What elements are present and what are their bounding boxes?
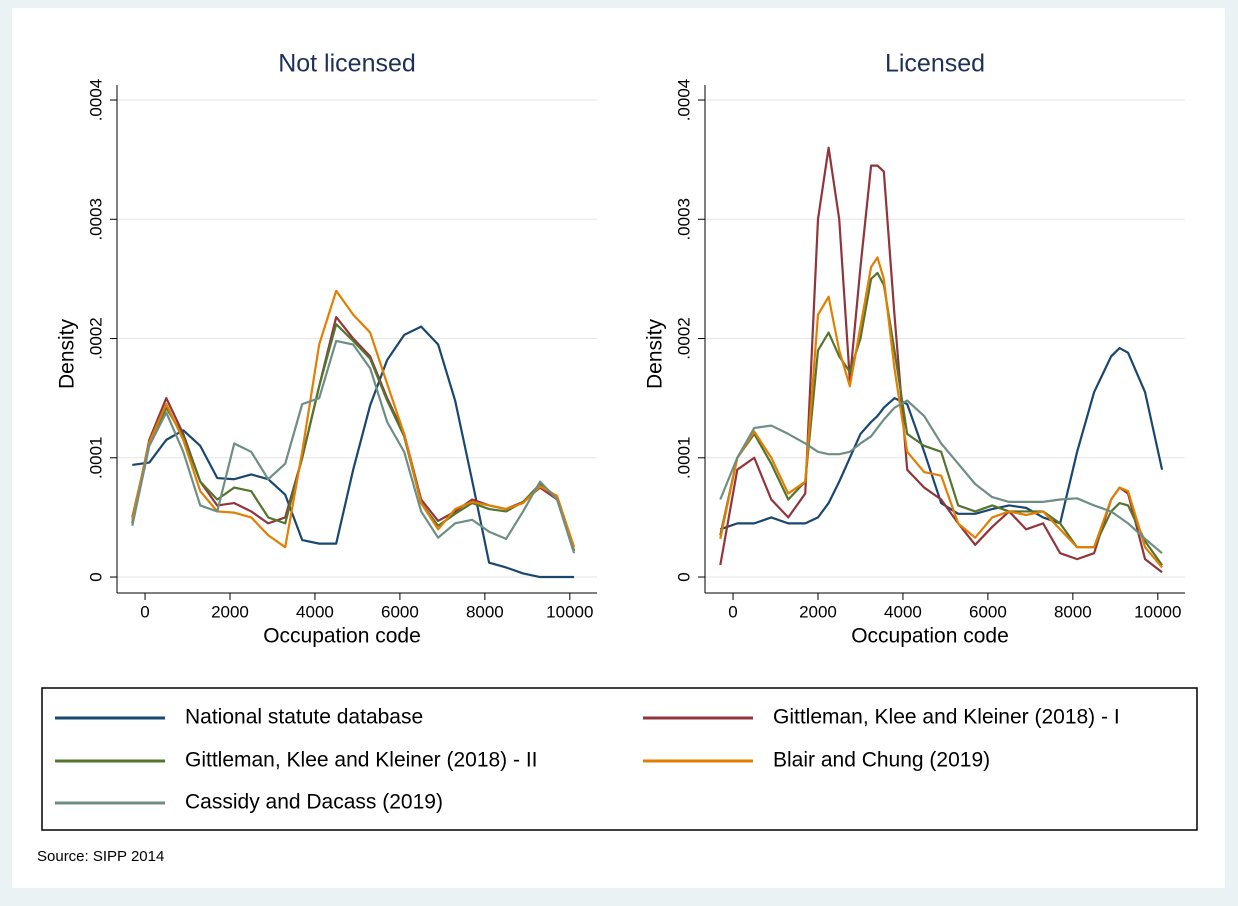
x-tick-label: 6000 [969,602,1007,621]
legend-label: Gittleman, Klee and Kleiner (2018) - II [185,749,538,772]
chart-title: Not licensed [278,50,416,78]
x-tick-label: 0 [140,602,149,621]
y-tick-label: .0003 [674,198,693,241]
y-tick-label: .0002 [86,317,105,360]
series-line [131,323,576,552]
x-axis-title: Occupation code [851,625,1009,648]
source-note: Source: SIPP 2014 [37,848,164,865]
series-line [132,325,575,579]
series-line [719,346,1164,531]
x-tick-label: 2000 [211,602,249,621]
x-tick-label: 10000 [1134,602,1181,621]
x-tick-label: 2000 [799,602,837,621]
x-tick-label: 4000 [884,602,922,621]
legend-box [41,687,1198,831]
x-tick-label: 10000 [546,602,593,621]
legend-label: Cassidy and Dacass (2019) [185,791,443,814]
y-tick-label: .0003 [86,198,105,241]
x-axis-title: Occupation code [263,625,421,648]
y-axis-title: Density [56,318,79,389]
series-line [131,289,576,549]
chart-title: Licensed [885,50,985,78]
y-tick-label: 0 [86,572,105,581]
x-tick-label: 6000 [381,602,419,621]
y-tick-label: .0004 [674,79,693,122]
y-axis-title: Density [644,318,667,389]
x-tick-label: 4000 [296,602,334,621]
y-tick-label: .0002 [674,317,693,360]
y-tick-label: 0 [674,572,693,581]
y-tick-label: .0001 [674,436,693,479]
legend-label: Gittleman, Klee and Kleiner (2018) - I [773,706,1120,729]
x-tick-label: 8000 [466,602,504,621]
series-line [719,399,1163,555]
series-line [719,256,1163,569]
legend-label: National statute database [185,706,423,729]
y-tick-label: .0001 [86,436,105,479]
x-tick-label: 8000 [1054,602,1092,621]
series-line [131,339,576,554]
x-tick-label: 0 [728,602,737,621]
y-tick-label: .0004 [86,79,105,122]
legend-label: Blair and Chung (2019) [773,749,990,772]
